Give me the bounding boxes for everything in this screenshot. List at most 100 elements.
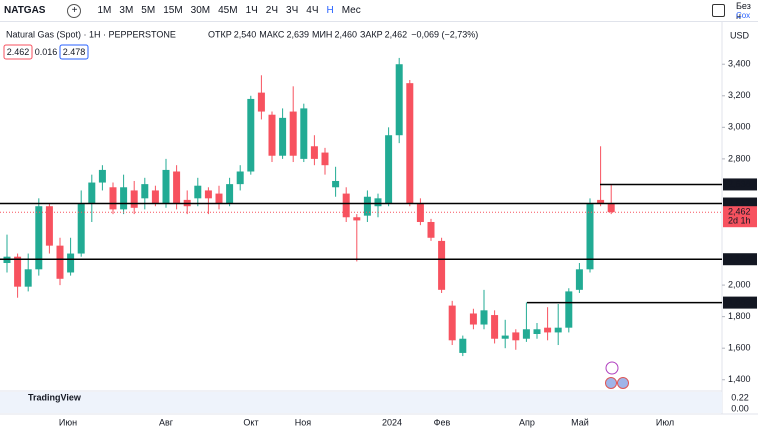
- timeframes: 1M 3M 5M 15M 30M 45M 1Ч 2Ч 3Ч 4Ч Н Мес: [97, 5, 368, 16]
- candle-body: [56, 245, 64, 279]
- candle-body: [162, 169, 170, 204]
- x-tick-label: Май: [571, 417, 589, 427]
- y-tick-label: 1,400: [728, 374, 751, 384]
- legend-title: Natural Gas (Spot) · 1H · PEPPERSTONE: [6, 29, 176, 39]
- candle-body: [353, 217, 361, 221]
- spread: 0.016: [35, 47, 58, 57]
- event-flag[interactable]: [617, 377, 629, 389]
- candle-body: [194, 185, 202, 199]
- candle-body: [151, 190, 159, 204]
- ask: 2.478: [63, 47, 86, 57]
- candle-body: [77, 203, 85, 254]
- bid-box[interactable]: [3, 44, 33, 60]
- candle-body: [88, 182, 96, 204]
- candle-body: [35, 206, 43, 270]
- candle-body: [395, 64, 403, 136]
- timeframe[interactable]: 4Ч: [306, 5, 319, 16]
- y-tick-label: 3,400: [728, 59, 751, 69]
- watermark: TradingView: [28, 392, 82, 402]
- candle-body: [363, 196, 371, 216]
- level-label: 2,164: [728, 254, 751, 264]
- ohlc-label: ЗАКР: [360, 29, 383, 39]
- bid: 2.462: [7, 47, 30, 57]
- candle-body: [575, 269, 583, 290]
- candle-body: [14, 256, 22, 287]
- timeframe[interactable]: 1M: [97, 5, 112, 16]
- candle-body: [215, 193, 223, 204]
- x-tick-label: 2024: [382, 417, 402, 427]
- candle-body: [533, 329, 541, 334]
- candle-body: [109, 187, 117, 210]
- candle-body: [459, 338, 467, 353]
- ohlc-label: ОТКР: [208, 29, 232, 39]
- candle-body: [268, 114, 276, 156]
- level-label: 1,889: [728, 297, 751, 307]
- candle-body: [448, 305, 456, 341]
- x-tick-label: Окт: [243, 417, 258, 427]
- y-tick-label: 3,200: [728, 90, 751, 100]
- level-label: 2,517: [728, 198, 751, 208]
- x-tick-label: Июл: [656, 417, 674, 427]
- timeframe[interactable]: 3Ч: [286, 5, 299, 16]
- ohlc-value: 2,460: [334, 29, 357, 39]
- candle-body: [24, 269, 32, 287]
- save-title[interactable]: Без н: [736, 1, 751, 21]
- timeframe[interactable]: 15M: [163, 5, 183, 16]
- candle-body: [45, 206, 53, 246]
- ohlc-label: МИН: [312, 29, 332, 39]
- level-tag: [723, 178, 757, 191]
- timeframe[interactable]: 3M: [119, 5, 134, 16]
- candle-body: [289, 111, 297, 156]
- symbol[interactable]: NATGAS: [4, 5, 46, 16]
- indicator-pane: [0, 392, 722, 413]
- ohlc-value: 2,540: [234, 29, 257, 39]
- candle-body: [522, 329, 530, 339]
- x-tick-label: Ноя: [295, 417, 312, 427]
- candle-body: [310, 146, 318, 159]
- timeframe[interactable]: 2Ч: [265, 5, 279, 16]
- candle-body: [438, 240, 446, 290]
- timeframe[interactable]: 30M: [190, 5, 211, 16]
- y-tick-label: 1,600: [728, 343, 751, 353]
- candle-body: [226, 184, 234, 204]
- level-tag: [723, 296, 757, 309]
- timeframe[interactable]: 1Ч: [245, 5, 258, 16]
- candle-body: [565, 291, 573, 328]
- y-tick-label: 2,800: [728, 153, 751, 163]
- save-sub[interactable]: Сох: [736, 11, 751, 20]
- candle-body: [257, 92, 265, 112]
- timeframe[interactable]: 45M: [218, 5, 238, 16]
- candle-body: [427, 221, 435, 238]
- toolbar: NATGAS + 1M 3M 5M 15M 30M 45M 1Ч 2Ч 3Ч 4Ч Н Мес Без…: [0, 0, 758, 22]
- candle-body: [480, 310, 488, 325]
- ohlc-label: МАКС: [259, 29, 285, 39]
- indicator-label: 0.00: [731, 403, 749, 413]
- candle-body: [342, 193, 350, 218]
- candle-body: [300, 108, 308, 159]
- ohlc-value: 2,462: [385, 29, 408, 39]
- candle-body: [607, 203, 615, 213]
- timeframe[interactable]: Н: [326, 5, 334, 16]
- timeframe[interactable]: 5M: [141, 5, 156, 16]
- candle-body: [120, 187, 128, 210]
- candle-body: [279, 117, 287, 156]
- ohlc-value: 2,639: [286, 29, 309, 39]
- timeframe[interactable]: Мес: [341, 5, 361, 16]
- candle-body: [247, 98, 255, 172]
- save-icon[interactable]: [712, 4, 725, 17]
- change: −0,069 (−2,73%): [411, 29, 478, 39]
- indicator-label: 0.22: [731, 392, 749, 402]
- add-symbol[interactable]: +: [67, 3, 82, 18]
- event-flag[interactable]: [605, 377, 617, 389]
- candle-body: [236, 171, 244, 185]
- candle-body: [491, 315, 499, 339]
- candle-body: [321, 152, 329, 166]
- y-tick-label: 2,000: [728, 279, 751, 289]
- ask-box[interactable]: [59, 44, 89, 60]
- event-icon[interactable]: [605, 361, 619, 375]
- ohlc: ОТКР 2,540 МАКС 2,639 МИН 2,460 ЗАКР 2,462 −0,06…: [208, 29, 478, 39]
- candle-body: [67, 253, 75, 273]
- candle-body: [586, 203, 594, 270]
- y-tick-label: 3,000: [728, 122, 751, 132]
